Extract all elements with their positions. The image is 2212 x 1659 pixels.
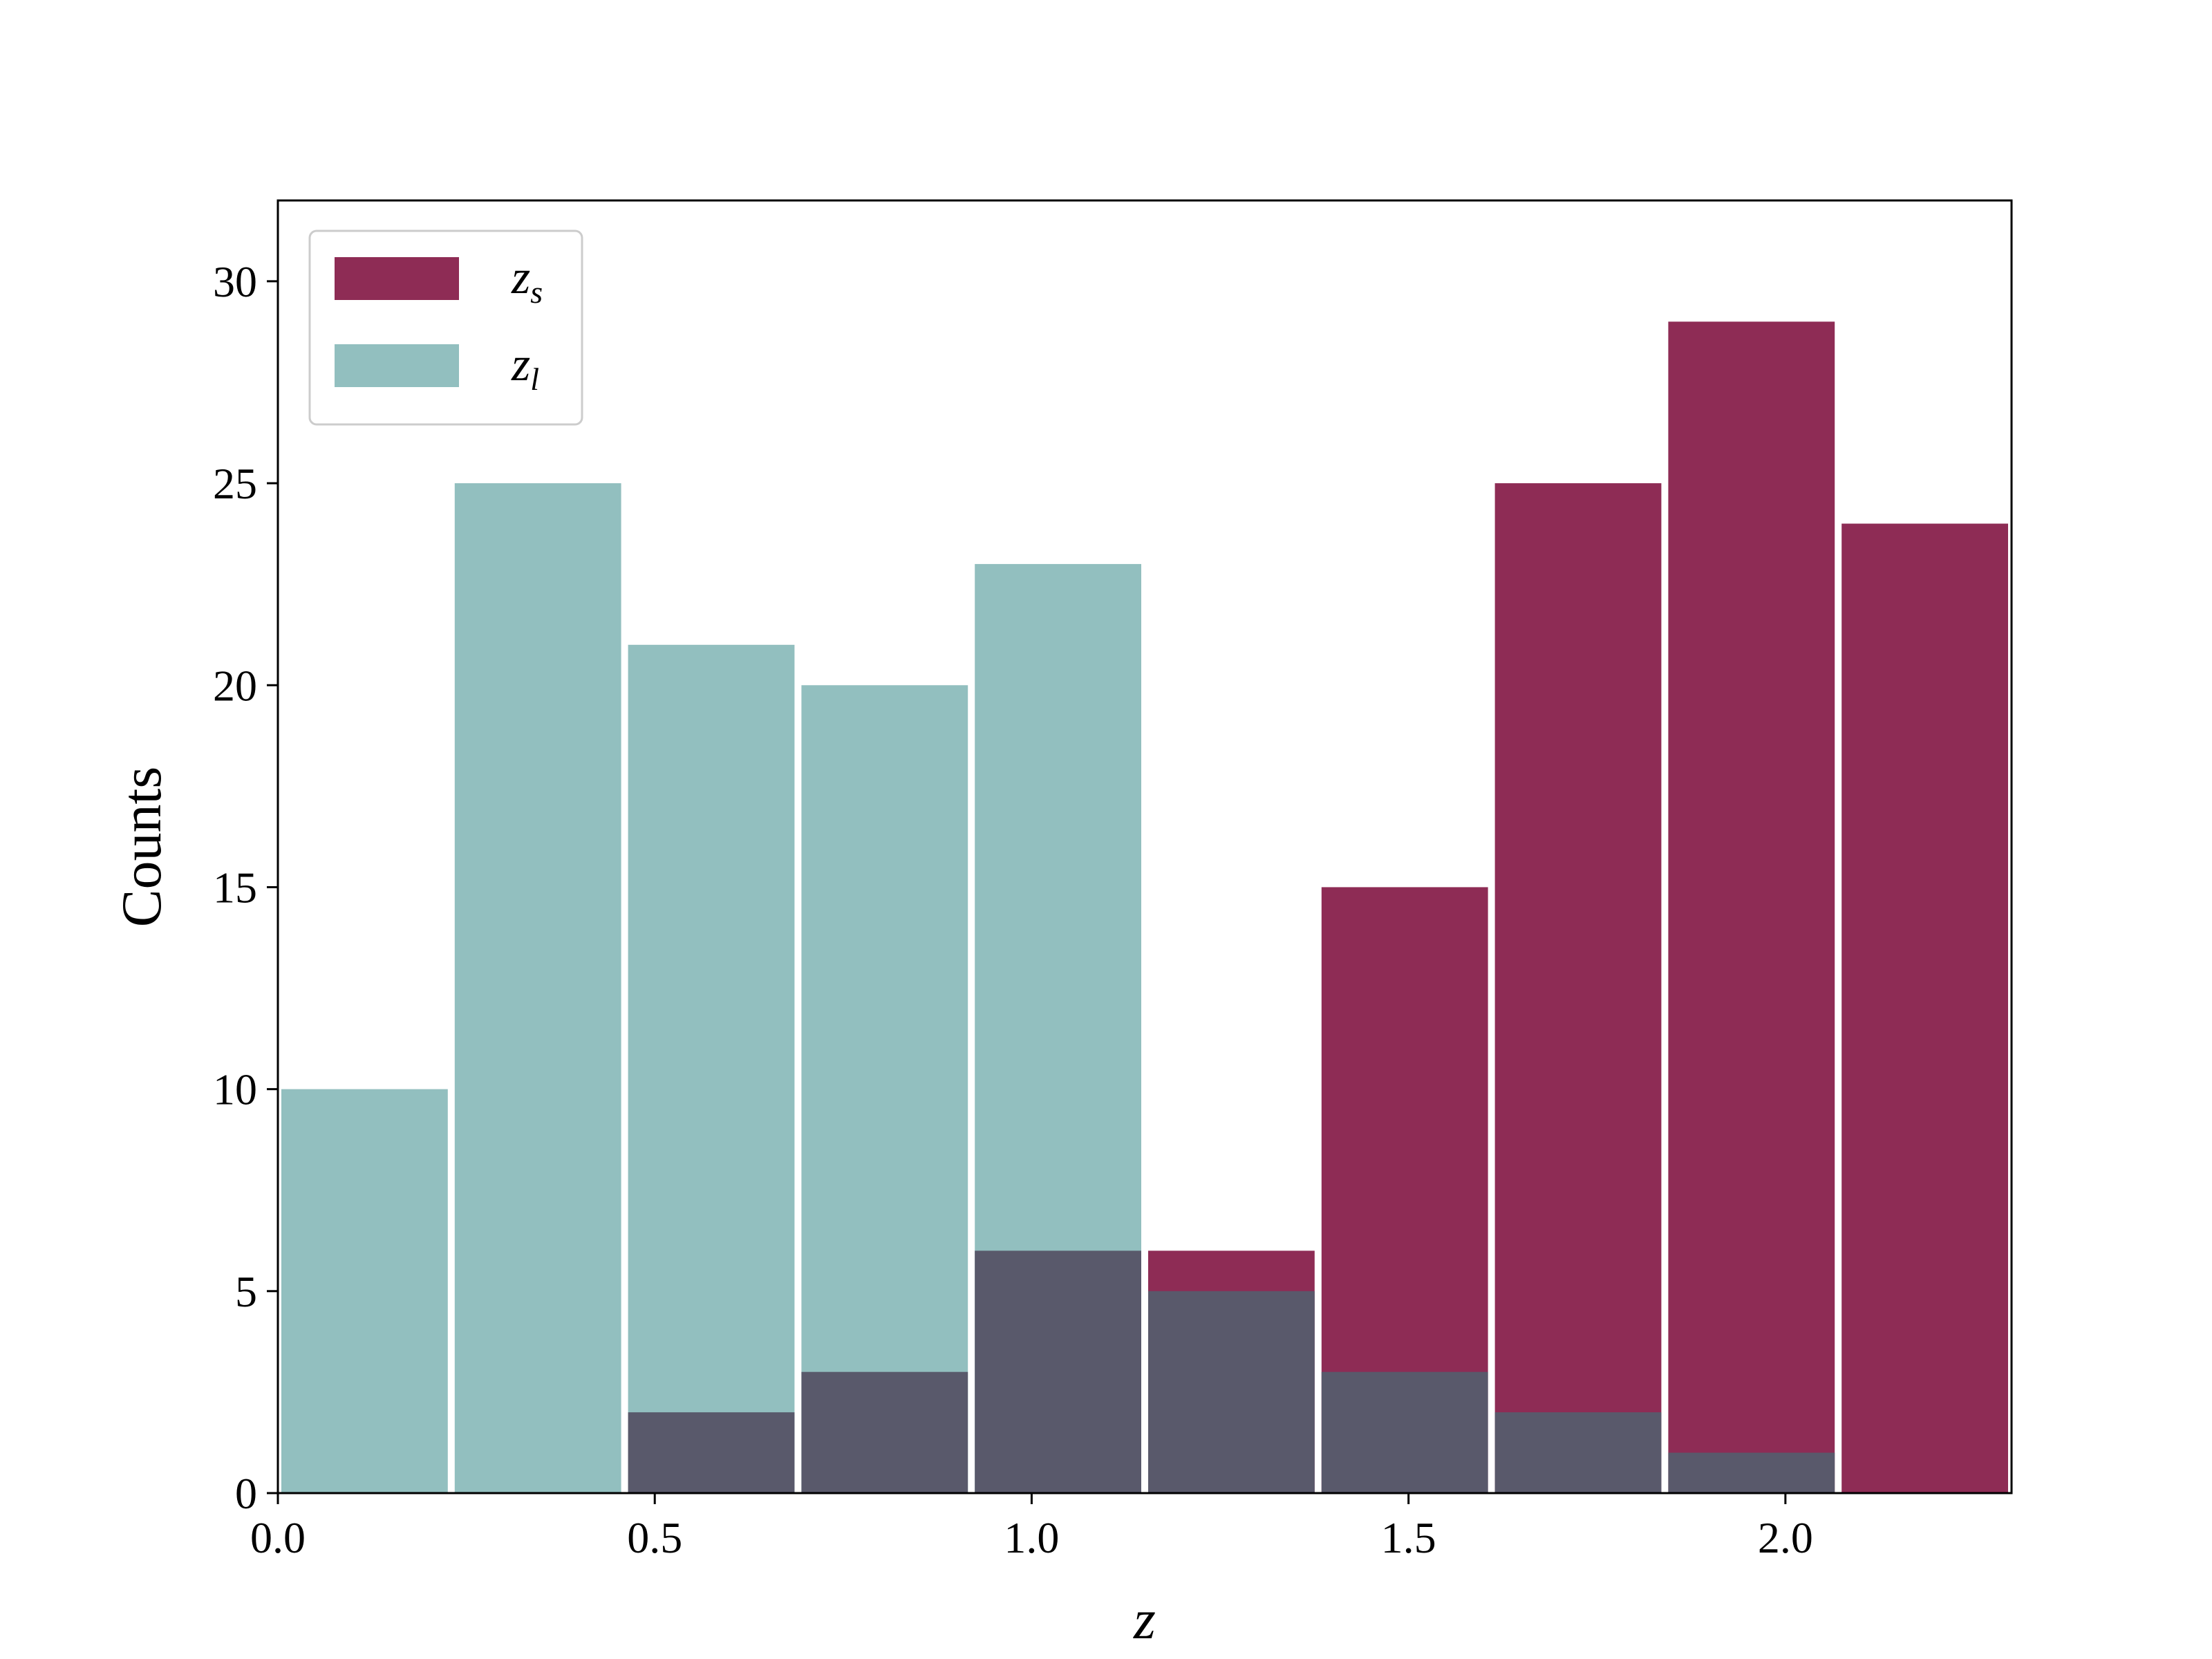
bar-z-l bbox=[801, 685, 968, 1493]
x-tick-label: 1.0 bbox=[1004, 1513, 1059, 1562]
bar-overlap bbox=[1321, 1371, 1488, 1493]
bar-z-l bbox=[628, 644, 795, 1493]
bar-z-l bbox=[454, 483, 621, 1493]
plot-frame bbox=[276, 199, 2013, 1494]
legend-label: zl bbox=[511, 338, 539, 397]
legend-label: zs bbox=[511, 251, 543, 310]
y-tick-label: 5 bbox=[235, 1267, 257, 1316]
x-tick-label: 2.0 bbox=[1758, 1513, 1813, 1562]
bar-overlap bbox=[1668, 1452, 1835, 1493]
bar-z-s bbox=[1494, 483, 1662, 1493]
legend-swatch bbox=[335, 257, 459, 300]
y-tick-label: 30 bbox=[213, 257, 257, 306]
legend-swatch bbox=[335, 344, 459, 387]
bar-overlap bbox=[1148, 1291, 1315, 1493]
bar-overlap bbox=[1494, 1412, 1662, 1493]
legend: zs zl bbox=[308, 229, 583, 426]
y-tick-label: 10 bbox=[213, 1065, 257, 1114]
bar-z-l bbox=[281, 1089, 448, 1493]
bar-overlap bbox=[628, 1412, 795, 1493]
y-tick-label: 0 bbox=[235, 1469, 257, 1518]
y-tick-label: 25 bbox=[213, 459, 257, 508]
bar-z-s bbox=[1841, 523, 2008, 1493]
bar-overlap bbox=[975, 1250, 1141, 1493]
x-axis-label: z bbox=[1133, 1588, 1156, 1651]
y-axis-label: Counts bbox=[110, 767, 173, 927]
x-tick-label: 0.5 bbox=[627, 1513, 682, 1562]
x-tick-label: 1.5 bbox=[1381, 1513, 1436, 1562]
y-tick-label: 15 bbox=[213, 863, 257, 912]
bars-layer bbox=[281, 321, 2008, 1493]
x-tick-label: 0.0 bbox=[250, 1513, 306, 1562]
y-tick-label: 20 bbox=[213, 661, 257, 710]
x-axis-ticks: 0.0 0.5 1.0 1.5 2.0 bbox=[250, 1493, 1813, 1562]
bar-z-s bbox=[1668, 321, 1835, 1493]
y-axis-ticks: 0 5 10 15 20 25 30 bbox=[213, 257, 278, 1518]
bar-overlap bbox=[801, 1371, 968, 1493]
